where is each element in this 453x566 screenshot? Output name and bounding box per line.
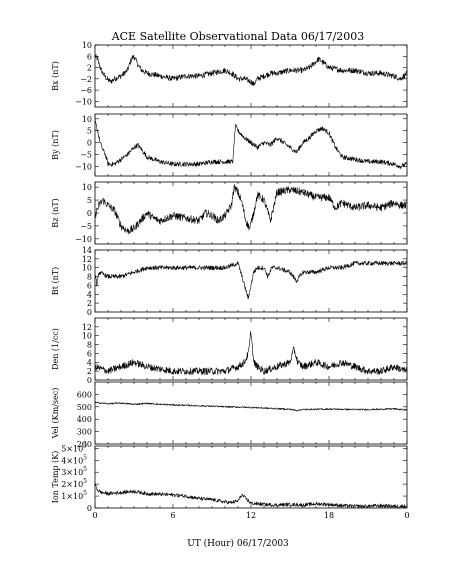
figure-title: ACE Satellite Observational Data 06/17/2… <box>111 30 365 43</box>
series-line <box>94 260 408 299</box>
y-tick-label: 0 <box>87 139 92 148</box>
series-line <box>94 482 408 509</box>
y-tick-label: −2 <box>80 75 92 84</box>
y-tick-label: 6 <box>87 281 92 290</box>
y-axis-label: Den (1/cc) <box>51 328 60 370</box>
x-tick-labels: 0 6 12 18 0 <box>92 511 409 520</box>
y-tick-label: −6 <box>80 86 92 95</box>
y-tick-label: 8 <box>87 341 92 350</box>
panel-frame <box>94 113 408 177</box>
y-tick-label: 6 <box>87 349 92 358</box>
y-tick-label: 0 <box>87 209 92 218</box>
series-line <box>94 54 408 87</box>
y-tick-label: −10 <box>75 97 92 106</box>
y-tick-label: 4 <box>87 358 92 367</box>
y-tick-label: 6 <box>87 52 92 61</box>
y-tick-label: 2 <box>87 299 92 308</box>
y-tick-label: −10 <box>75 162 92 171</box>
y-tick-label: 500 <box>77 403 92 412</box>
y-tick-label: 2 <box>87 64 92 73</box>
y-tick-label: 0 <box>87 376 92 385</box>
x-tick-label: 6 <box>170 511 175 520</box>
x-axis-label: UT (Hour) 06/17/2003 <box>187 538 289 549</box>
y-axis-label: Bx (nT) <box>51 61 60 91</box>
y-axis-label: Bt (nT) <box>51 267 60 295</box>
y-axis-label: By (nT) <box>51 130 60 160</box>
y-tick-label: −5 <box>80 151 92 160</box>
series-line <box>94 118 408 170</box>
y-tick-label: 10 <box>82 41 92 50</box>
series-line <box>94 184 408 235</box>
y-tick-label: 8 <box>87 273 92 282</box>
y-tick-label: 400 <box>77 415 92 424</box>
y-tick-label: 5 <box>87 127 92 136</box>
y-tick-label: 5 <box>87 196 92 205</box>
panel-3: Bz (nT) 10 5 0 −5 −10 <box>51 181 408 245</box>
panel-frame <box>94 381 408 445</box>
y-tick-label: 14 <box>82 246 92 255</box>
panel-2: By (nT) 10 5 0 −5 −10 <box>51 113 408 177</box>
series-line <box>94 331 408 375</box>
y-tick-label: 0 <box>87 504 92 513</box>
y-tick-label: 10 <box>82 115 92 124</box>
series-line <box>94 401 408 412</box>
y-tick-label: 3×105 <box>61 466 87 477</box>
y-tick-label: 300 <box>77 428 92 437</box>
x-tick-label: 18 <box>324 511 334 520</box>
y-axis-label: Vel (Km/sec) <box>51 388 60 440</box>
y-tick-label: 10 <box>82 332 92 341</box>
y-axis-label: Ion Temp (K) <box>51 451 60 504</box>
panel-frame <box>94 317 408 381</box>
y-tick-label: −5 <box>80 222 92 231</box>
panel-frame <box>94 445 408 509</box>
panel-frame <box>94 181 408 245</box>
y-tick-label: 10 <box>82 183 92 192</box>
y-tick-label: 2 <box>87 367 92 376</box>
y-tick-label: 10 <box>82 264 92 273</box>
x-tick-label: 12 <box>246 511 256 520</box>
y-axis-label: Bz (nT) <box>51 198 60 227</box>
y-tick-label: −10 <box>75 235 92 244</box>
y-tick-label: 5×105 <box>61 442 87 453</box>
y-tick-label: 0 <box>87 308 92 317</box>
panel-frame <box>94 44 408 108</box>
panel-frame <box>94 249 408 313</box>
x-tick-label: 0 <box>92 511 97 520</box>
y-tick-label: 12 <box>82 323 92 332</box>
y-tick-label: 200 <box>77 440 92 449</box>
y-tick-label: 12 <box>82 255 92 264</box>
y-tick-label: 4 <box>87 290 92 299</box>
y-tick-label: 2×105 <box>61 478 87 489</box>
y-tick-label: 1×105 <box>61 490 87 501</box>
panel-6: Vel (Km/sec) 600 500 400 300 200 <box>51 381 408 449</box>
y-tick-label: 600 <box>77 390 92 399</box>
panel-1: Bx (nT) 10 6 2 −2 −6 −10 <box>51 41 408 108</box>
x-tick-label: 0 <box>404 511 409 520</box>
y-tick-label: 4×105 <box>61 454 87 465</box>
